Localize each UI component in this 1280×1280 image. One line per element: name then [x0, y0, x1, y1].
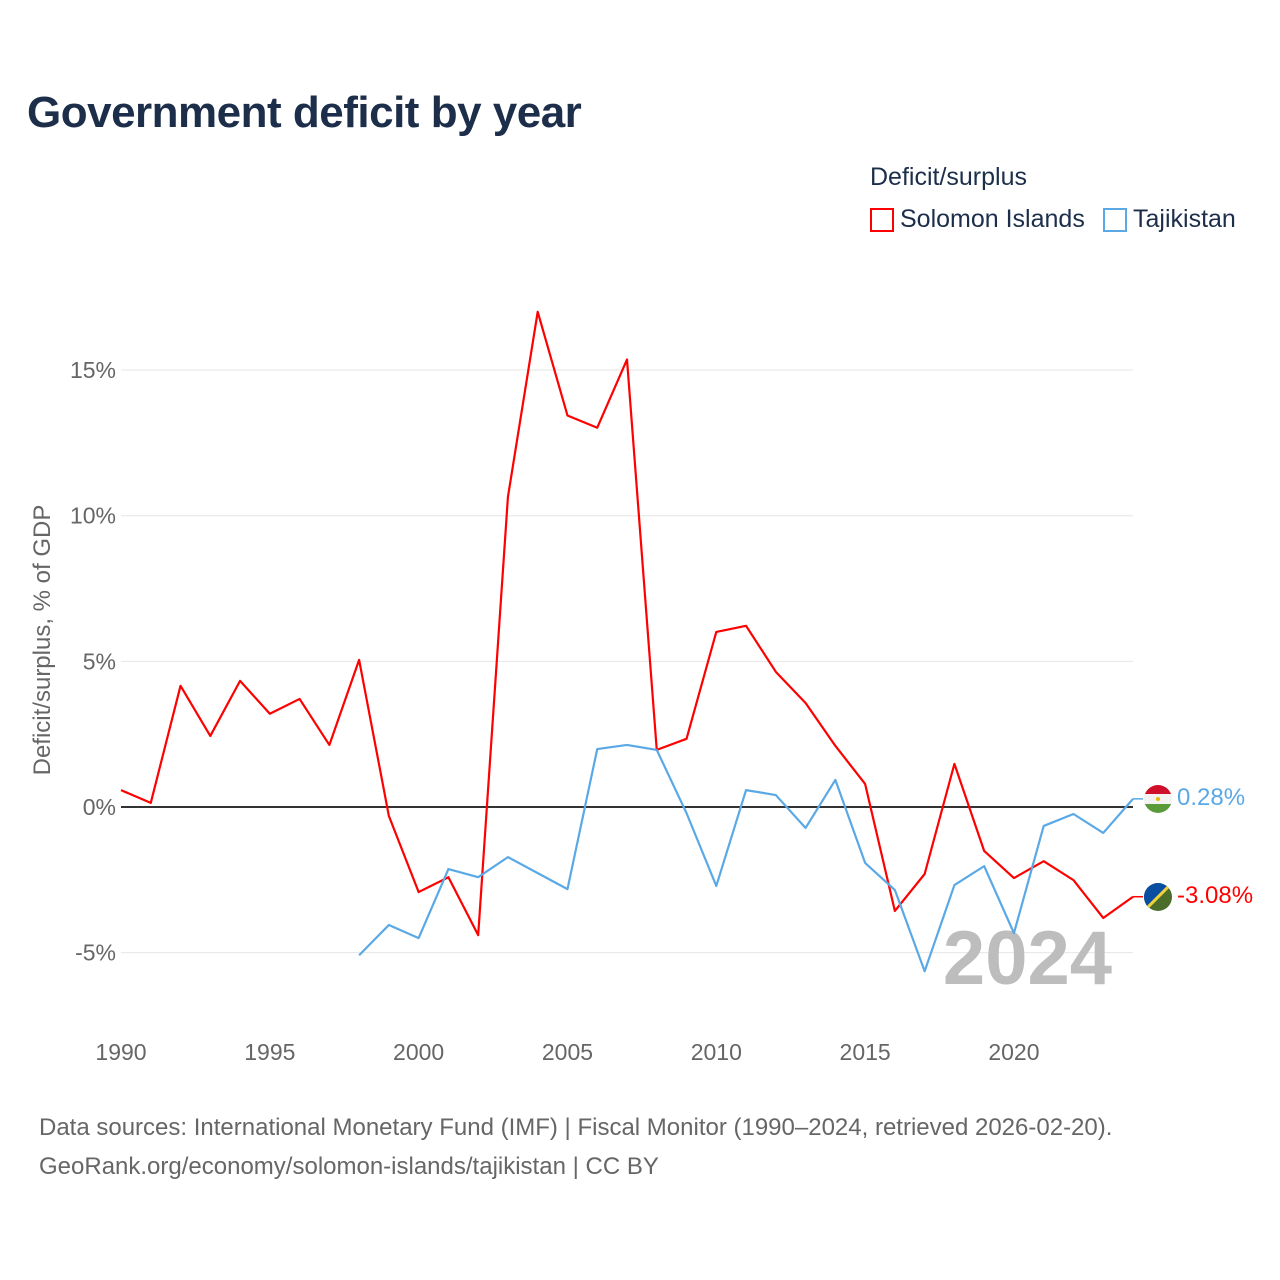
- series-line-solomon-islands: [120, 310, 1134, 937]
- legend-item-tajikistan[interactable]: Tajikistan: [1103, 205, 1236, 234]
- series-line-tajikistan: [358, 743, 1134, 973]
- source-link[interactable]: GeoRank.org/economy/solomon-islands/taji…: [39, 1153, 659, 1180]
- legend-swatch: [870, 207, 894, 232]
- legend-label: Tajikistan: [1133, 205, 1236, 233]
- y-axis-label: Deficit/surplus, % of GDP: [29, 505, 56, 776]
- y-tick-label: 10%: [70, 503, 116, 529]
- tajikistan-flag-icon: [1144, 785, 1172, 813]
- solomon-islands-flag-icon: [1144, 883, 1172, 911]
- year-watermark: 2024: [943, 916, 1112, 1001]
- y-tick-label: 15%: [70, 357, 116, 383]
- x-tick-label: 1995: [244, 1039, 295, 1065]
- legend-swatch: [1103, 207, 1127, 232]
- legend-title: Deficit/surplus: [870, 163, 1027, 191]
- footer: Data sources: International Monetary Fun…: [39, 1108, 1112, 1186]
- y-tick-label: 0%: [83, 794, 116, 820]
- x-tick-label: 1990: [95, 1039, 146, 1065]
- x-tick-label: 2015: [840, 1039, 891, 1065]
- x-tick-label: 2020: [988, 1039, 1039, 1065]
- y-tick-label: 5%: [83, 648, 116, 674]
- line-chart: -5% 0% 5% 10% 15% 1990 1995 2000 2005 2010 2015 202…: [29, 310, 1253, 1065]
- data-source-text: Data sources: International Monetary Fun…: [39, 1114, 1113, 1141]
- y-tick-label: -5%: [75, 940, 116, 966]
- chart-title: Government deficit by year: [27, 88, 582, 137]
- x-tick-label: 2000: [393, 1039, 444, 1065]
- tajikistan-end-label: 0.28%: [1177, 784, 1245, 811]
- x-tick-label: 2005: [542, 1039, 593, 1065]
- solomon-islands-end-label: -3.08%: [1177, 882, 1253, 909]
- legend-label: Solomon Islands: [900, 205, 1085, 233]
- x-tick-label: 2010: [691, 1039, 742, 1065]
- legend-item-solomon-islands[interactable]: Solomon Islands: [870, 205, 1085, 234]
